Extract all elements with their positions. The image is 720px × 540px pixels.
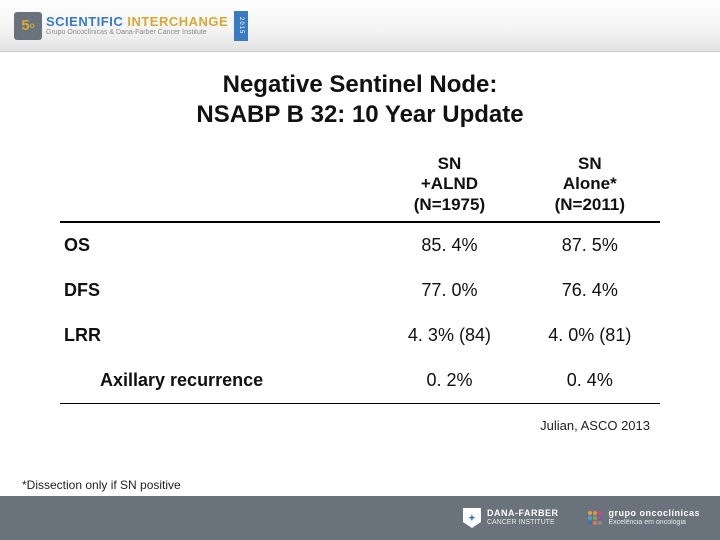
table-row: OS 85. 4% 87. 5% xyxy=(60,222,660,268)
event-logo: 5o SCIENTIFIC INTERCHANGE Grupo Oncoclín… xyxy=(14,11,248,41)
row-label: OS xyxy=(60,222,379,268)
row-c1: 4. 3% (84) xyxy=(379,313,519,358)
event-title: SCIENTIFIC INTERCHANGE xyxy=(46,15,228,28)
row-c1: 77. 0% xyxy=(379,268,519,313)
dana-l2: CANCER INSTITUTE xyxy=(487,519,559,527)
grupo-word2: oncoclínicas xyxy=(639,508,700,518)
grupo-l1: grupo oncoclínicas xyxy=(608,509,700,519)
event-title-part1: SCIENTIFIC xyxy=(46,14,127,29)
row-label: LRR xyxy=(60,313,379,358)
oncoclinicas-text: grupo oncoclínicas Excelência em oncolog… xyxy=(608,509,700,527)
dana-farber-logo: ✦ DANA-FARBER CANCER INSTITUTE xyxy=(463,508,559,528)
slide-title: Negative Sentinel Node: NSABP B 32: 10 Y… xyxy=(60,70,660,130)
event-year-badge: 2015 xyxy=(234,11,248,41)
axillary-label-text: Axillary recurrence xyxy=(64,370,263,390)
table-row: DFS 77. 0% 76. 4% xyxy=(60,268,660,313)
slide-footer: ✦ DANA-FARBER CANCER INSTITUTE grupo onc… xyxy=(0,496,720,540)
col2-l3: (N=2011) xyxy=(555,195,625,214)
edition-ordinal: o xyxy=(30,21,35,30)
title-line-2: NSABP B 32: 10 Year Update xyxy=(196,101,523,128)
event-title-block: SCIENTIFIC INTERCHANGE Grupo Oncoclínica… xyxy=(46,15,228,36)
col1-l1: SN xyxy=(438,154,462,173)
col-header-sn-alnd: SN +ALND (N=1975) xyxy=(379,148,519,222)
footnote: *Dissection only if SN positive xyxy=(22,478,181,492)
table-row: LRR 4. 3% (84) 4. 0% (81) xyxy=(60,313,660,358)
edition-number: 5 xyxy=(21,17,29,34)
row-c1: 85. 4% xyxy=(379,222,519,268)
row-c1: 0. 2% xyxy=(379,358,519,404)
row-c2: 87. 5% xyxy=(520,222,660,268)
dots-icon xyxy=(588,511,602,525)
dana-farber-text: DANA-FARBER CANCER INSTITUTE xyxy=(487,509,559,527)
col1-l2: +ALND xyxy=(421,174,478,193)
title-line-1: Negative Sentinel Node: xyxy=(223,71,498,98)
row-label: DFS xyxy=(60,268,379,313)
grupo-l3: Excelência em oncologia xyxy=(608,519,700,527)
oncoclinicas-logo: grupo oncoclínicas Excelência em oncolog… xyxy=(588,509,700,527)
slide-content: Negative Sentinel Node: NSABP B 32: 10 Y… xyxy=(0,52,720,496)
col2-l1: SN xyxy=(578,154,602,173)
event-title-part2: INTERCHANGE xyxy=(127,14,228,29)
col-header-sn-alone: SN Alone* (N=2011) xyxy=(520,148,660,222)
results-table: SN +ALND (N=1975) SN Alone* (N=2011) OS … xyxy=(60,148,660,404)
grupo-word1: grupo xyxy=(608,508,636,518)
shield-icon: ✦ xyxy=(463,508,481,528)
edition-badge: 5o xyxy=(14,12,42,40)
row-c2: 0. 4% xyxy=(520,358,660,404)
table-row-axillary: Axillary recurrence 0. 2% 0. 4% xyxy=(60,358,660,404)
col1-l3: (N=1975) xyxy=(414,195,485,214)
col2-l2: Alone* xyxy=(563,174,617,193)
row-c2: 76. 4% xyxy=(520,268,660,313)
row-c2: 4. 0% (81) xyxy=(520,313,660,358)
slide-header: 5o SCIENTIFIC INTERCHANGE Grupo Oncoclín… xyxy=(0,0,720,52)
col-label-empty xyxy=(60,148,379,222)
dana-l1: DANA-FARBER xyxy=(487,509,559,519)
citation: Julian, ASCO 2013 xyxy=(60,418,660,433)
event-subtitle: Grupo Oncoclínicas & Dana-Farber Cancer … xyxy=(46,29,228,36)
row-label-axillary: Axillary recurrence xyxy=(60,358,379,404)
table-header-row: SN +ALND (N=1975) SN Alone* (N=2011) xyxy=(60,148,660,222)
